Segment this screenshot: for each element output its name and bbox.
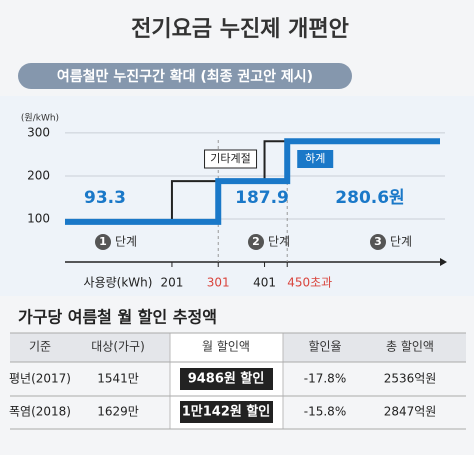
- y-tick-label: 200: [27, 168, 50, 182]
- table-title: 가구당 여름철 월 할인 추정액: [18, 308, 217, 327]
- table-cell: -17.8%: [304, 372, 346, 386]
- y-tick-label: 300: [27, 125, 50, 139]
- discount-pill: [180, 368, 273, 390]
- table-cell: 2536억원: [384, 372, 437, 386]
- tier-number: 1: [99, 235, 107, 248]
- header-cell: 월 할인액: [202, 340, 250, 354]
- subtitle-bar: [18, 63, 352, 89]
- tier-badge: [370, 234, 386, 250]
- series-label: 기타계절: [210, 152, 250, 165]
- value-label: 187.9: [235, 188, 289, 208]
- header-cell: 할인율: [308, 340, 341, 354]
- x-tick-label: 201: [160, 276, 183, 290]
- tier-text: 단계: [268, 235, 290, 249]
- title: 전기요금 누진제 개편안: [131, 17, 349, 42]
- table-cell: -15.8%: [304, 405, 346, 419]
- table-cell: 1만142원 할인: [182, 404, 271, 420]
- series-label-box: [297, 150, 334, 168]
- header-cell: 총 할인액: [386, 340, 434, 354]
- series-label: 하계: [305, 151, 325, 165]
- table-cell: 2847억원: [384, 405, 437, 419]
- header-cell: 기준: [29, 340, 51, 354]
- tier-text: 단계: [390, 235, 412, 249]
- y-tick-label: 100: [27, 211, 50, 225]
- table-cell: 9486원 할인: [188, 371, 265, 387]
- series-label-box: [204, 149, 258, 169]
- discount-pill: [180, 401, 273, 423]
- value-label: 280.6원: [335, 188, 404, 208]
- step-chart: (원/kWh) 100 200 300 사용량(kWh) 201 301 401 450초과 기타…: [21, 113, 447, 290]
- x-tick-label: 401: [253, 276, 276, 290]
- value-label: 93.3: [84, 188, 126, 208]
- header-cell: 대상(가구): [91, 340, 145, 354]
- table-cell: 1541만: [97, 372, 139, 386]
- step-line: [65, 138, 440, 225]
- x-tick-label: 450초과: [287, 276, 332, 290]
- y-axis-label: (원/kWh): [21, 113, 59, 124]
- tier-badge: [248, 234, 264, 250]
- x-axis-label: 사용량(kWh): [84, 276, 153, 290]
- tier-text: 단계: [115, 235, 137, 249]
- subtitle: 여름철만 누진구간 확대 (최종 권고안 제시): [57, 68, 313, 85]
- x-axis-arrow: [440, 258, 447, 266]
- tier-number: 2: [252, 235, 260, 248]
- tier-badge: [95, 234, 111, 250]
- table-cell: 1629만: [97, 405, 139, 419]
- x-tick-label: 301: [207, 276, 230, 290]
- table-cell: 평년(2017): [9, 372, 71, 386]
- tier-number: 3: [374, 235, 382, 248]
- table-cell: 폭염(2018): [9, 405, 71, 419]
